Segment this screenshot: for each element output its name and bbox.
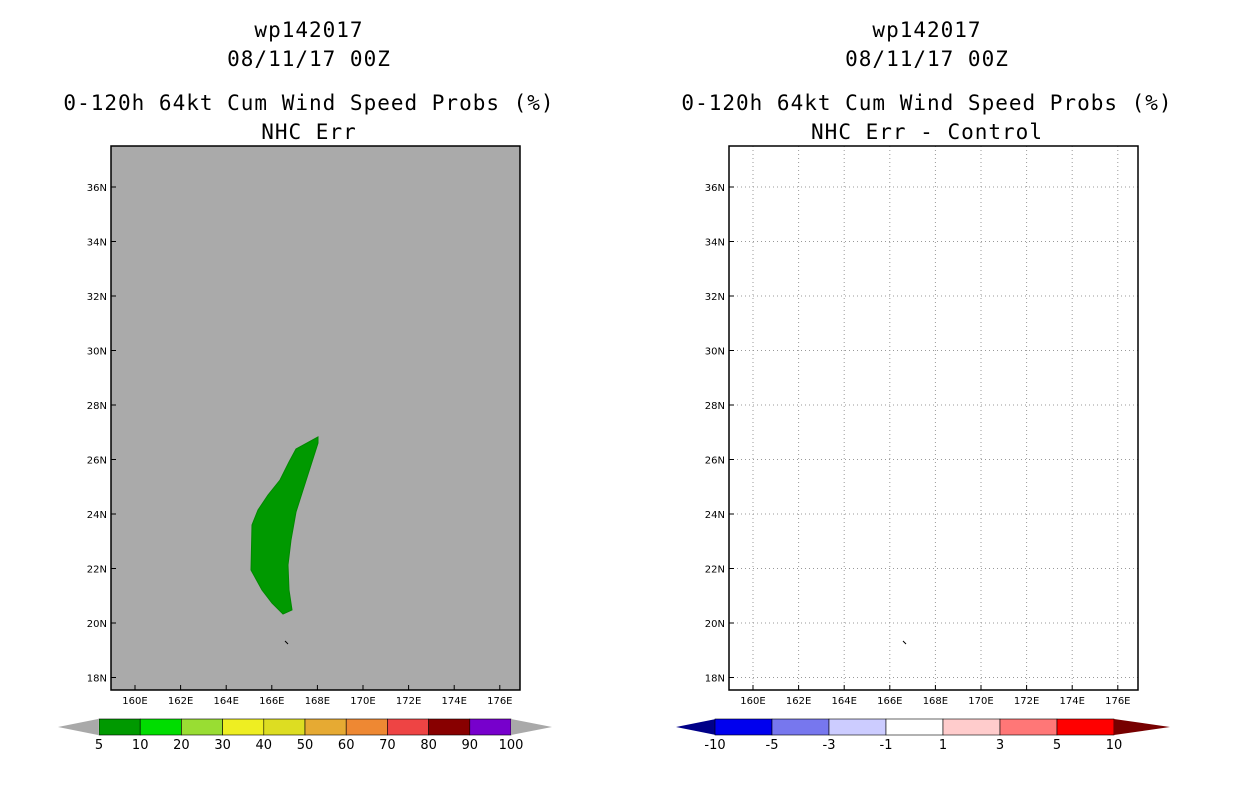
lat-label: 30N — [705, 347, 725, 358]
colorbar-segment — [1056, 718, 1115, 736]
colorbar-segment — [98, 718, 141, 736]
colorbar-over-triangle — [1114, 719, 1170, 735]
lon-label: 176E — [1105, 696, 1130, 707]
lon-label: 162E — [168, 696, 193, 707]
lon-label: 176E — [487, 696, 512, 707]
subtitle: NHC Err — [261, 120, 357, 144]
lon-label: 174E — [1059, 696, 1084, 707]
lon-label: 160E — [122, 696, 147, 707]
left-map-svg: 36N 34N 32N 30N 28N 26N 24N 22N 20N 18N 160E 162E 16… — [58, 145, 552, 753]
lon-label: 170E — [350, 696, 375, 707]
colorbar-label: 100 — [499, 738, 524, 753]
subtitle: NHC Err - Control — [811, 120, 1043, 144]
lon-label: 164E — [213, 696, 238, 707]
colorbar-over-triangle — [511, 719, 552, 735]
colorbar-label: -3 — [823, 738, 836, 753]
map-frame — [728, 145, 1139, 691]
colorbar-under-triangle — [676, 719, 716, 735]
lat-label: 28N — [705, 401, 725, 412]
colorbar-segment — [469, 718, 512, 736]
right-map-svg: 36N 34N 32N 30N 28N 26N 24N 22N 20N 18N 160E 162E 16… — [676, 145, 1170, 753]
map-frame — [110, 145, 521, 691]
colorbar-segment — [828, 718, 887, 736]
colorbar-label: -1 — [880, 738, 893, 753]
datetime-title: 08/11/17 00Z — [845, 47, 1009, 71]
colorbar-segment — [304, 718, 347, 736]
colorbar-label: 5 — [1053, 738, 1061, 753]
colorbar-segment — [999, 718, 1058, 736]
colorbar-label: -10 — [704, 738, 725, 753]
lat-label: 18N — [87, 674, 107, 685]
datetime-title: 08/11/17 00Z — [227, 47, 391, 71]
product-title: 0-120h 64kt Cum Wind Speed Probs (%) — [681, 91, 1173, 115]
colorbar-segment — [714, 718, 773, 736]
lat-label: 34N — [87, 238, 107, 249]
lat-label: 32N — [87, 292, 107, 303]
colorbar-label: 40 — [256, 738, 273, 753]
colorbar-label: 1 — [939, 738, 947, 753]
colorbar-segment — [942, 718, 1001, 736]
colorbar-label: 5 — [95, 738, 103, 753]
lon-label: 174E — [441, 696, 466, 707]
colorbar-label: 20 — [173, 738, 190, 753]
colorbar: 5 10 20 30 40 50 60 70 80 90 100 — [58, 718, 552, 753]
lat-label: 22N — [705, 565, 725, 576]
colorbar-segment — [139, 718, 182, 736]
colorbar-under-triangle — [58, 719, 98, 735]
lat-label: 36N — [705, 183, 725, 194]
colorbar-label: 90 — [462, 738, 479, 753]
colorbar: -10 -5 -3 -1 1 3 5 10 — [676, 718, 1170, 753]
lat-label: 32N — [705, 292, 725, 303]
lon-label: 168E — [923, 696, 948, 707]
colorbar-segment — [263, 718, 306, 736]
lon-label: 172E — [1014, 696, 1039, 707]
lat-label: 20N — [87, 619, 107, 630]
right-panel: wp142017 08/11/17 00Z 0-120h 64kt Cum Wi… — [618, 0, 1236, 800]
lon-label: 166E — [259, 696, 284, 707]
colorbar-segment — [387, 718, 429, 736]
lon-label: 162E — [786, 696, 811, 707]
lat-label: 18N — [705, 674, 725, 685]
colorbar-label: -5 — [766, 738, 779, 753]
colorbar-label: 10 — [1106, 738, 1123, 753]
colorbar-label: 30 — [214, 738, 231, 753]
lat-label: 30N — [87, 347, 107, 358]
map-background — [729, 146, 1138, 690]
lat-label: 22N — [87, 565, 107, 576]
storm-track-mark — [902, 640, 907, 645]
lat-label: 26N — [705, 456, 725, 467]
lat-label: 34N — [705, 238, 725, 249]
lon-label: 166E — [877, 696, 902, 707]
storm-track-mark — [284, 640, 289, 645]
lat-label: 36N — [87, 183, 107, 194]
lat-label: 24N — [705, 510, 725, 521]
lon-label: 172E — [396, 696, 421, 707]
colorbar-segment — [428, 718, 471, 736]
storm-id-title: wp142017 — [872, 18, 982, 42]
storm-id-title: wp142017 — [254, 18, 364, 42]
lat-label: 28N — [87, 401, 107, 412]
colorbar-label: 10 — [132, 738, 149, 753]
lat-label: 24N — [87, 510, 107, 521]
lat-label: 26N — [87, 456, 107, 467]
lon-label: 164E — [831, 696, 856, 707]
lat-label: 20N — [705, 619, 725, 630]
left-panel: wp142017 08/11/17 00Z 0-120h 64kt Cum Wi… — [58, 18, 555, 753]
colorbar-label: 70 — [379, 738, 396, 753]
colorbar-segment — [345, 718, 388, 736]
colorbar-label: 50 — [297, 738, 314, 753]
lon-label: 170E — [968, 696, 993, 707]
colorbar-label: 80 — [420, 738, 437, 753]
probability-contour — [250, 436, 319, 615]
colorbar-segment — [181, 718, 223, 736]
colorbar-segment — [771, 718, 830, 736]
product-title: 0-120h 64kt Cum Wind Speed Probs (%) — [63, 91, 555, 115]
colorbar-segment — [885, 718, 944, 736]
lon-label: 160E — [740, 696, 765, 707]
colorbar-label: 60 — [338, 738, 355, 753]
colorbar-segment — [222, 718, 265, 736]
lon-label: 168E — [305, 696, 330, 707]
colorbar-label: 3 — [996, 738, 1004, 753]
